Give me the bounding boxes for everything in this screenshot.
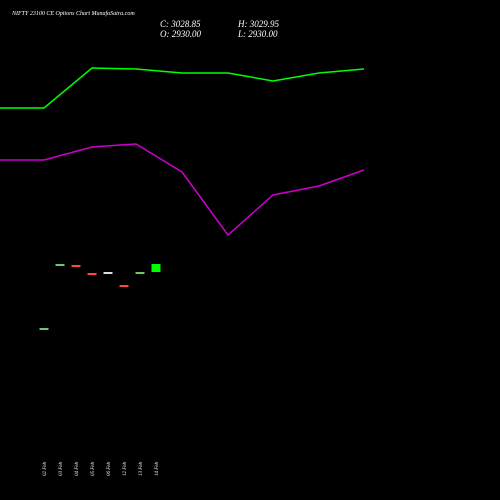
x-tick-label: 03 Feb [59, 462, 64, 477]
open-info: O: 2930.00 [160, 29, 201, 39]
x-tick-label: 14 Feb [155, 462, 160, 477]
candle [103, 272, 113, 274]
x-tick-label: 04 Feb [75, 462, 80, 477]
candle [87, 273, 97, 275]
x-tick-label: 05 Feb [91, 462, 96, 477]
candle [39, 328, 49, 330]
candle [151, 264, 161, 272]
low-info: L: 2930.00 [237, 29, 278, 39]
high-info: H: 3029.95 [237, 19, 279, 29]
close-info: C: 3028.85 [160, 19, 201, 29]
candle [135, 272, 145, 274]
line-series [0, 143, 365, 237]
x-tick-label: 02 Feb [43, 462, 48, 477]
x-tick-label: 06 Feb [107, 462, 112, 477]
candle [55, 264, 65, 266]
chart-title: NIFTY 23100 CE Options Chart MunafaSutra… [11, 10, 135, 17]
x-tick-label: 12 Feb [123, 462, 128, 477]
candle [119, 285, 129, 287]
line-series [0, 67, 365, 109]
candle [71, 265, 81, 267]
x-tick-label: 13 Feb [139, 462, 144, 477]
